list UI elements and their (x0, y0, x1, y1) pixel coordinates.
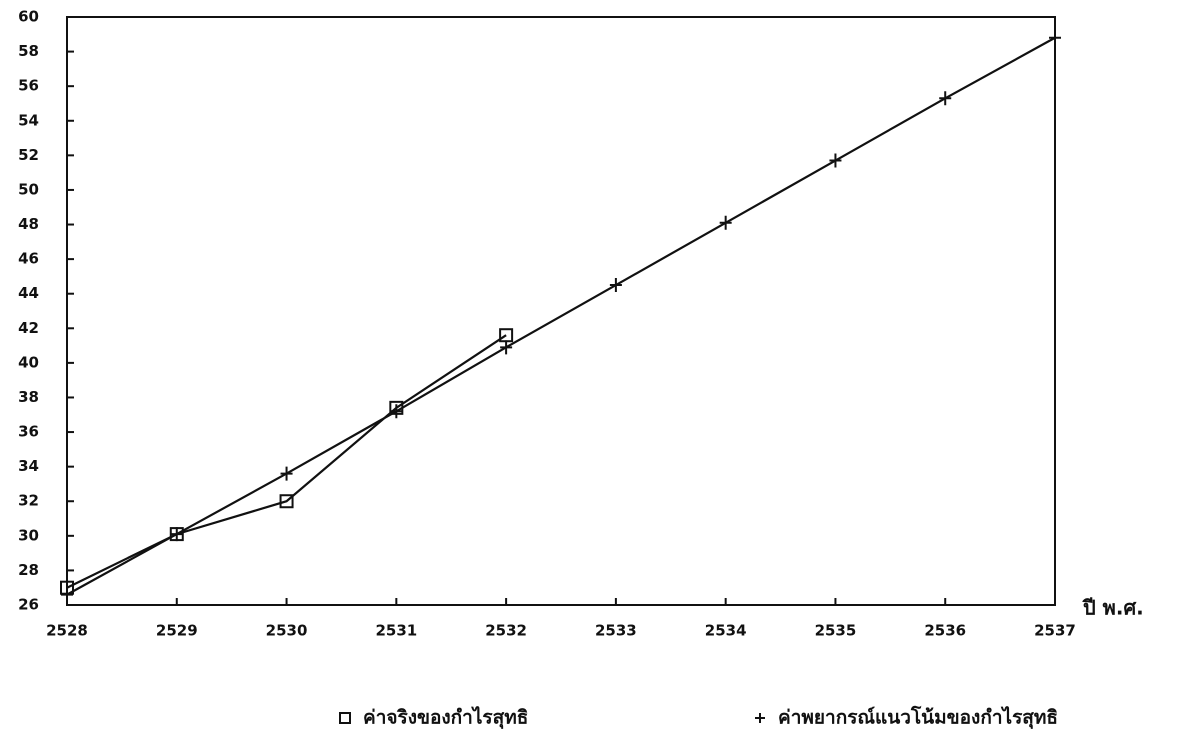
plus-marker (500, 340, 513, 355)
x-tick-label: 2536 (924, 622, 966, 640)
x-tick-label: 2531 (375, 622, 417, 640)
x-tick-label: 2534 (705, 622, 747, 640)
y-tick-label: 32 (18, 492, 39, 510)
y-tick-label: 54 (18, 111, 39, 129)
x-tick-label: 2529 (156, 622, 198, 640)
y-tick-label: 58 (18, 42, 39, 60)
y-tick-label: 56 (18, 77, 39, 95)
plus-marker (61, 587, 73, 602)
plus-marker (939, 91, 952, 106)
legend-label: ค่าจริงของกำไรสุทธิ (363, 706, 528, 730)
plus-marker (829, 153, 842, 168)
y-tick-label: 34 (18, 457, 39, 475)
y-tick-label: 60 (18, 8, 39, 26)
y-tick-label: 28 (18, 561, 39, 579)
legend-label: ค่าพยากรณ์แนวโน้มของกำไรสุทธิ (778, 706, 1058, 730)
series-line (66, 334, 507, 589)
y-tick-label: 42 (18, 319, 39, 337)
x-tick-label: 2537 (1034, 622, 1076, 640)
y-tick-label: 46 (18, 250, 39, 268)
plus-marker (609, 278, 622, 293)
x-tick-label: 2530 (266, 622, 308, 640)
legend-marker (755, 713, 765, 723)
y-tick-label: 38 (18, 388, 39, 406)
plus-marker (280, 466, 293, 481)
y-tick-label: 30 (18, 526, 39, 544)
y-tick-label: 26 (18, 596, 39, 614)
x-tick-label: 2528 (46, 622, 88, 640)
x-tick-label: 2533 (595, 622, 637, 640)
y-tick-label: 36 (18, 423, 39, 441)
plus-marker (1049, 30, 1061, 45)
y-tick-label: 40 (18, 353, 39, 371)
x-tick-label: 2535 (815, 622, 857, 640)
plus-marker (390, 404, 403, 419)
y-tick-label: 52 (18, 146, 39, 164)
plus-marker (170, 527, 183, 542)
series-line (66, 36, 1056, 596)
y-tick-label: 44 (18, 284, 39, 302)
square-marker (279, 494, 294, 509)
y-tick-label: 50 (18, 180, 39, 198)
x-axis-label: ปี พ.ศ. (1082, 596, 1144, 620)
y-tick-label: 48 (18, 215, 39, 233)
legend-marker (339, 712, 351, 724)
x-tick-label: 2532 (485, 622, 527, 640)
plot-frame (66, 16, 1056, 606)
plus-marker (719, 215, 732, 230)
